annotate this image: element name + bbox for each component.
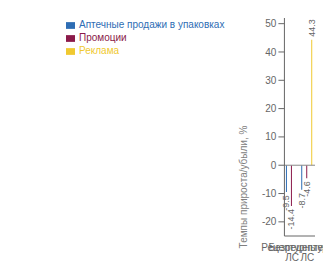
svg-text:30: 30: [265, 75, 277, 86]
svg-text:10: 10: [265, 131, 277, 142]
svg-text:-8.7: -8.7: [296, 192, 307, 209]
svg-text:БезрецептурныеЛС: БезрецептурныеЛС: [269, 242, 323, 263]
svg-text:44.3: 44.3: [307, 19, 317, 37]
svg-text:Темпы прироста/убыли, %: Темпы прироста/убыли, %: [238, 126, 249, 249]
svg-text:-14.4: -14.4: [286, 209, 296, 230]
html-text:Реклама: Реклама: [79, 45, 120, 56]
svg-text:-4.6: -4.6: [302, 181, 312, 197]
svg-text:0: 0: [271, 160, 277, 171]
svg-text:-10: -10: [262, 188, 277, 199]
svg-text:50: 50: [265, 18, 277, 29]
svg-text:-9.5: -9.5: [281, 195, 291, 211]
html-text:Аптечные продажи в упаковках: Аптечные продажи в упаковках: [79, 19, 225, 30]
svg-text:40: 40: [265, 47, 277, 58]
svg-text:-20: -20: [262, 216, 277, 227]
svg-text:20: 20: [265, 103, 277, 114]
html-text:Промоции: Промоции: [79, 32, 127, 43]
